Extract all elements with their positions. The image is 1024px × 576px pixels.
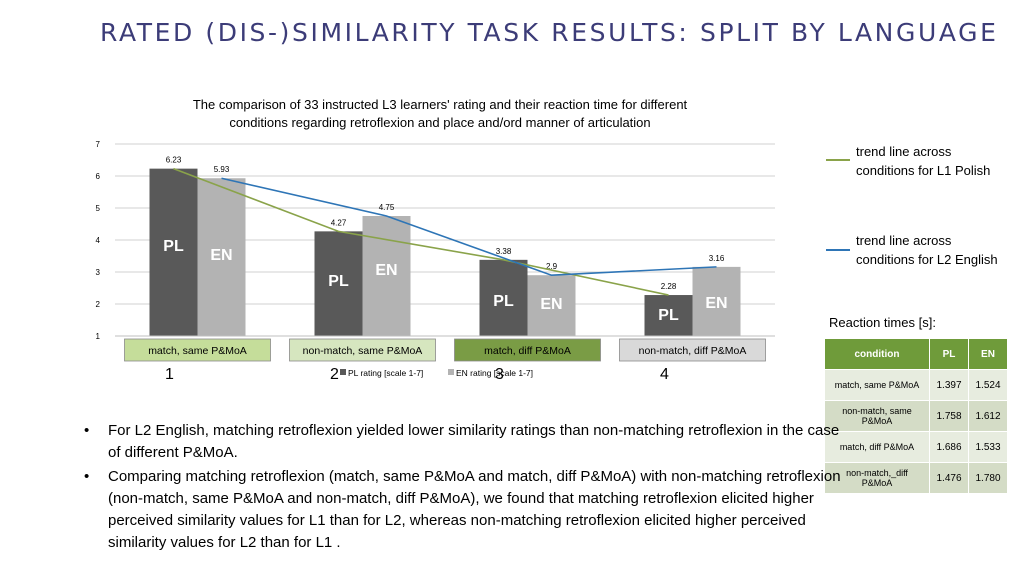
data-label: 5.93 bbox=[214, 165, 230, 174]
y-tick-label: 2 bbox=[96, 300, 101, 309]
reaction-times-title: Reaction times [s]: bbox=[829, 315, 936, 330]
row-condition: match, diff P&MoA bbox=[824, 431, 930, 463]
bar-tag-en: EN bbox=[210, 247, 232, 264]
category-box bbox=[454, 338, 601, 362]
y-tick-label: 1 bbox=[96, 332, 101, 341]
bar-tag-en: EN bbox=[705, 295, 727, 312]
category-number: 2 bbox=[330, 366, 339, 383]
bar-tag-pl: PL bbox=[163, 238, 184, 255]
bullet-item: • For L2 English, matching retroflexion … bbox=[84, 420, 844, 464]
row-en-value: 1.524 bbox=[968, 369, 1008, 401]
y-tick-label: 7 bbox=[96, 140, 101, 149]
bar-tag-pl: PL bbox=[328, 273, 349, 290]
data-label: 2.28 bbox=[661, 282, 677, 291]
trend-legend-polish-swatch bbox=[826, 159, 850, 161]
row-en-value: 1.533 bbox=[968, 431, 1008, 463]
bar-tag-pl: PL bbox=[658, 307, 679, 324]
row-pl-value: 1.758 bbox=[929, 400, 969, 432]
column-header-pl: PL bbox=[929, 338, 969, 370]
bar-chart: 1 2 3 4 5 6 7 6.23 4.27 3.38 2.28 5.93 4.75 2.9 3.16 PL… bbox=[96, 140, 775, 383]
bullet-text: Comparing matching retroflexion (match, … bbox=[108, 468, 841, 551]
table-row: match, diff P&MoA 1.686 1.533 bbox=[824, 431, 1008, 463]
table-row: non-match, same P&MoA 1.758 1.612 bbox=[824, 400, 1008, 432]
legend-label-en: EN rating [scale 1-7] bbox=[456, 368, 533, 378]
chart-title-line-2: conditions regarding retroflexion and pl… bbox=[229, 115, 651, 130]
column-header-condition: condition bbox=[824, 338, 930, 370]
row-condition: non-match, same P&MoA bbox=[824, 400, 930, 432]
bar-en bbox=[692, 266, 741, 336]
category-number: 3 bbox=[495, 366, 504, 383]
bar-tag-pl: PL bbox=[493, 293, 514, 310]
bullet-text: For L2 English, matching retroflexion yi… bbox=[108, 422, 840, 461]
bullet-marker: • bbox=[84, 468, 90, 485]
trend-legend-polish-line1: trend line across bbox=[856, 144, 952, 159]
bar-en bbox=[527, 275, 576, 336]
legend-swatch-en bbox=[448, 369, 454, 375]
category-box bbox=[619, 338, 766, 362]
data-label: 3.16 bbox=[709, 254, 725, 263]
y-tick-label: 5 bbox=[96, 204, 101, 213]
bar-tag-en: EN bbox=[375, 262, 397, 279]
legend-label-pl: PL rating [scale 1-7] bbox=[348, 368, 423, 378]
data-label: 6.23 bbox=[166, 156, 182, 165]
row-condition: non-match,_diff P&MoA bbox=[824, 462, 930, 494]
data-label: 3.38 bbox=[496, 247, 512, 256]
category-label: non-match, same P&MoA bbox=[303, 345, 423, 357]
trend-legend-english-line2: conditions for L2 English bbox=[856, 252, 998, 267]
category-number: 4 bbox=[660, 366, 669, 383]
chart-title: The comparison of 33 instructed L3 learn… bbox=[150, 96, 730, 132]
chart-title-line-1: The comparison of 33 instructed L3 learn… bbox=[192, 97, 688, 112]
row-en-value: 1.612 bbox=[968, 400, 1008, 432]
category-label: non-match, diff P&MoA bbox=[639, 345, 747, 357]
data-label: 4.75 bbox=[379, 203, 395, 212]
y-tick-label: 4 bbox=[96, 236, 101, 245]
y-tick-label: 6 bbox=[96, 172, 101, 181]
row-en-value: 1.780 bbox=[968, 462, 1008, 494]
trend-legend-english-line1: trend line across bbox=[856, 233, 952, 248]
bullet-marker: • bbox=[84, 422, 90, 439]
y-tick-label: 3 bbox=[96, 268, 101, 277]
trend-legend-polish-line2: conditions for L1 Polish bbox=[856, 163, 991, 178]
data-label: 4.27 bbox=[331, 218, 347, 227]
slide-title: RATED (DIS-)SIMILARITY TASK RESULTS: SPL… bbox=[100, 18, 999, 47]
row-pl-value: 1.686 bbox=[929, 431, 969, 463]
reaction-times-table: condition PL EN match, same P&MoA 1.397 … bbox=[824, 338, 1008, 494]
bar-tag-en: EN bbox=[540, 296, 562, 313]
data-label: 2.9 bbox=[546, 262, 558, 271]
trend-line-en bbox=[221, 177, 717, 277]
category-box bbox=[124, 338, 271, 362]
bullet-list: • For L2 English, matching retroflexion … bbox=[84, 420, 844, 554]
legend-swatch-pl bbox=[340, 369, 346, 375]
bar-en bbox=[197, 178, 246, 336]
table-row: non-match,_diff P&MoA 1.476 1.780 bbox=[824, 462, 1008, 494]
bar-pl bbox=[149, 168, 198, 336]
category-label: match, diff P&MoA bbox=[484, 345, 571, 357]
category-label: match, same P&MoA bbox=[148, 345, 247, 357]
bar-pl bbox=[644, 295, 693, 336]
row-pl-value: 1.397 bbox=[929, 369, 969, 401]
trend-legend-english-swatch bbox=[826, 249, 850, 251]
category-box bbox=[289, 338, 436, 362]
bar-pl bbox=[314, 231, 363, 336]
bar-en bbox=[362, 216, 411, 336]
bar-pl bbox=[479, 259, 528, 336]
category-number: 1 bbox=[165, 366, 174, 383]
row-pl-value: 1.476 bbox=[929, 462, 969, 494]
trend-line-pl bbox=[173, 167, 669, 296]
row-condition: match, same P&MoA bbox=[824, 369, 930, 401]
column-header-en: EN bbox=[968, 338, 1008, 370]
bullet-item: • Comparing matching retroflexion (match… bbox=[84, 466, 844, 554]
table-row: match, same P&MoA 1.397 1.524 bbox=[824, 369, 1008, 401]
table-header-row: condition PL EN bbox=[824, 338, 1008, 370]
